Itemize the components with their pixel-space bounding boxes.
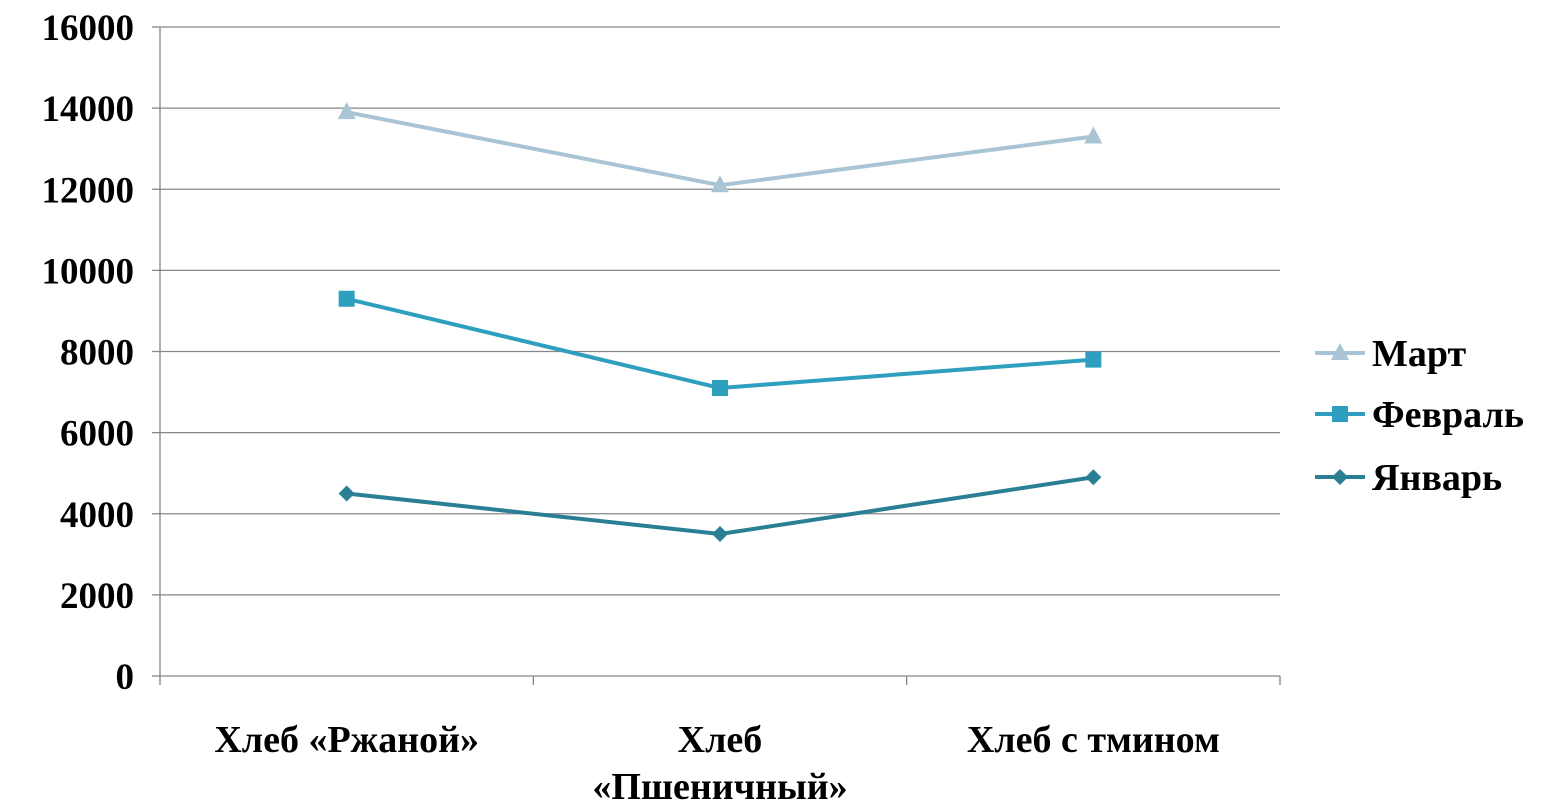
series	[337, 102, 1103, 543]
series-diamond	[338, 469, 1102, 543]
y-tick-label: 8000	[60, 333, 134, 374]
x-tick-label-line: Хлеб с тмином	[967, 719, 1220, 761]
y-tick-label: 2000	[60, 576, 134, 617]
x-tick-label-line: «Пшеничный»	[592, 766, 847, 805]
y-tick-label: 14000	[42, 89, 135, 130]
axes	[152, 26, 1281, 685]
x-tick-label: Хлеб с тмином	[967, 719, 1220, 761]
legend-marker	[1332, 406, 1348, 422]
legend: Март Февраль Январь	[1315, 333, 1524, 499]
data-point	[1085, 351, 1102, 368]
y-tick-labels: 0 2000 4000 6000 8000 10000 12000 14000 16000	[42, 8, 135, 698]
series-line	[346, 110, 1094, 188]
x-tick-label: Хлеб «Ржаной»	[214, 719, 479, 761]
series-line	[346, 296, 1094, 391]
legend-item: Январь	[1315, 457, 1502, 499]
legend-label: Март	[1372, 333, 1466, 375]
legend-marker	[1331, 343, 1349, 360]
y-tick-label: 16000	[42, 8, 135, 49]
legend-marker	[1332, 469, 1348, 485]
y-tick-label: 12000	[42, 170, 135, 211]
legend-label: Январь	[1372, 457, 1502, 499]
x-tick-label-line: Хлеб «Ржаной»	[214, 719, 479, 761]
data-point	[337, 102, 356, 120]
legend-item: Март	[1315, 333, 1466, 375]
data-point	[1084, 126, 1103, 144]
data-point	[711, 175, 729, 193]
x-tick-label: Хлеб «Пшеничный»	[592, 719, 847, 805]
series-square	[338, 290, 1102, 397]
data-point	[1085, 469, 1102, 486]
series-line	[346, 475, 1094, 537]
legend-item: Февраль	[1315, 394, 1524, 436]
y-tick-label: 6000	[60, 414, 134, 455]
gridlines	[160, 26, 1280, 596]
y-tick-label: 4000	[60, 495, 134, 536]
x-tick-label-line: Хлеб	[678, 719, 763, 761]
series-triangle	[337, 102, 1103, 193]
y-tick-label: 10000	[42, 251, 135, 292]
data-point	[338, 485, 355, 502]
y-tick-label: 0	[116, 657, 135, 698]
data-point	[712, 526, 728, 543]
legend-label: Февраль	[1372, 394, 1524, 436]
data-point	[712, 380, 728, 397]
data-point	[338, 290, 355, 307]
x-tick-labels: Хлеб «Ржаной» Хлеб «Пшеничный» Хлеб с тмино…	[214, 719, 1220, 808]
